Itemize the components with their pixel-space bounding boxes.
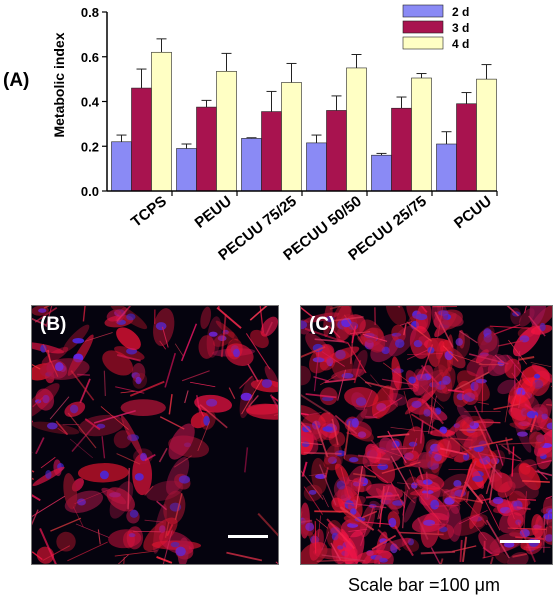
bar-3d-5 <box>456 103 477 192</box>
panel-c-label: (C) <box>309 314 336 335</box>
x-tick-label: PEUU <box>192 193 235 232</box>
bar-2d-1 <box>176 148 197 192</box>
scale-bar-c <box>500 540 540 543</box>
bar-4d-5 <box>476 78 497 192</box>
micrograph-b: (B) <box>31 305 279 565</box>
bar-3d-0 <box>131 87 152 192</box>
scale-bar-caption: Scale bar =100 μm <box>348 575 500 595</box>
bar-4d-4 <box>411 77 432 192</box>
bar-2d-4 <box>371 154 392 192</box>
y-tick-label: 0.2 <box>81 139 99 154</box>
micrograph-c: (C) <box>300 305 553 565</box>
legend-swatch <box>402 4 444 18</box>
y-tick-label: 0.8 <box>81 5 99 20</box>
y-tick-label: 0.4 <box>81 95 100 110</box>
legend-label: 4 d <box>452 37 469 51</box>
bar-4d-2 <box>281 82 302 192</box>
panel-a-label: (A) <box>3 70 30 91</box>
bar-3d-1 <box>196 106 217 192</box>
bar-4d-1 <box>216 70 237 192</box>
bar-2d-2 <box>241 138 262 192</box>
legend-label: 3 d <box>452 21 469 35</box>
bar-2d-5 <box>436 143 457 192</box>
legend-label: 2 d <box>452 5 469 19</box>
bar-3d-4 <box>391 107 412 192</box>
bar-4d-3 <box>346 67 367 192</box>
bar-2d-3 <box>306 142 327 192</box>
bar-2d-0 <box>111 141 132 192</box>
legend-swatch <box>402 20 444 34</box>
bars <box>111 38 497 192</box>
scale-bar-b <box>228 535 268 538</box>
x-tick-label: TCPS <box>128 193 170 231</box>
bar-3d-2 <box>261 111 282 192</box>
y-tick-label: 0.0 <box>81 184 99 199</box>
y-tick-label: 0.6 <box>81 50 99 65</box>
legend-swatch <box>402 36 444 50</box>
y-axis-label: Metabolic index <box>51 32 67 137</box>
bar-3d-3 <box>326 110 347 192</box>
bar-4d-0 <box>151 51 172 192</box>
x-tick-label: PCUU <box>451 193 495 233</box>
legend: 2 d 3 d 4 d <box>402 4 469 51</box>
panel-b-label: (B) <box>40 314 67 335</box>
